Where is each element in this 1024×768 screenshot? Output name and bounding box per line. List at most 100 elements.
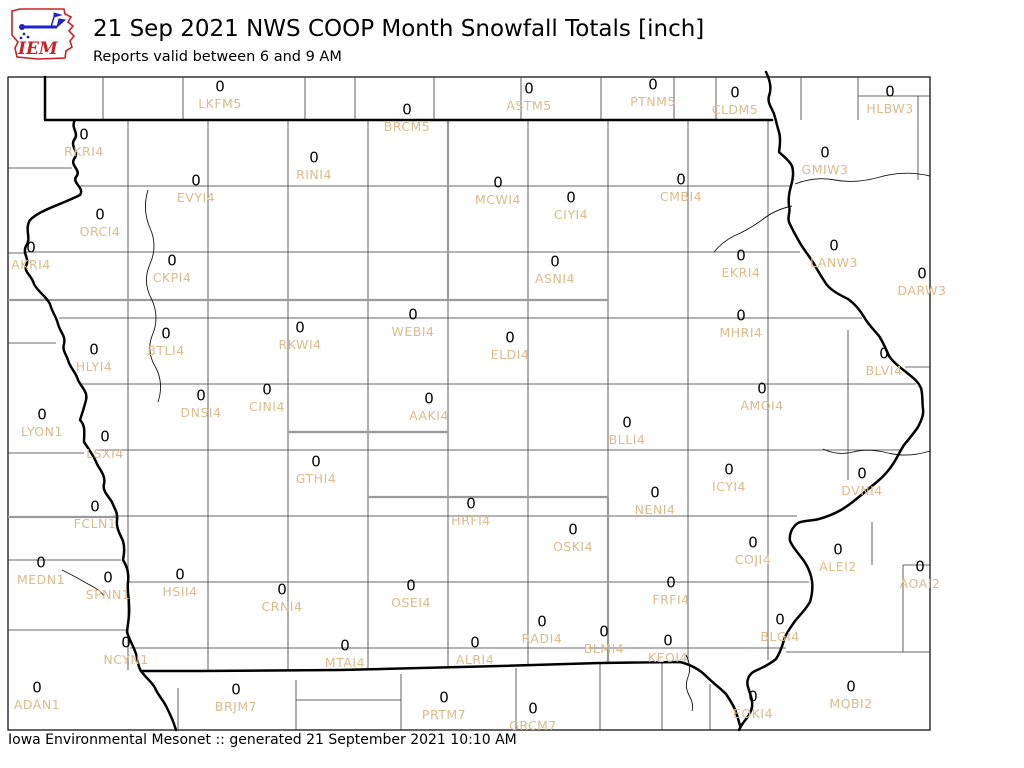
station-value: 0 — [466, 494, 476, 513]
station-value: 0 — [568, 520, 578, 539]
station-value: 0 — [493, 173, 503, 192]
station-label: HLBW3 — [866, 100, 914, 116]
map-frame — [7, 76, 931, 731]
station-value: 0 — [215, 77, 225, 96]
station-value: 0 — [537, 612, 547, 631]
station-value: 0 — [915, 557, 925, 576]
station-value: 0 — [736, 306, 746, 325]
station-value: 0 — [736, 246, 746, 265]
station-label: WEBI4 — [391, 323, 435, 339]
station-label: EKRI4 — [721, 264, 761, 280]
station-value: 0 — [666, 573, 676, 592]
station-label: DNSI4 — [180, 404, 222, 420]
station-label: BLMI4 — [583, 640, 625, 656]
station-value: 0 — [175, 565, 185, 584]
station-label: ORCI4 — [79, 223, 121, 239]
station-label: HLYI4 — [75, 358, 113, 374]
station-value: 0 — [879, 344, 889, 363]
station-value: 0 — [340, 636, 350, 655]
station-value: 0 — [917, 264, 927, 283]
station-value: 0 — [100, 427, 110, 446]
station-label: ICYI4 — [712, 478, 746, 494]
station-label: RADI4 — [521, 630, 563, 646]
station-label: NCYN1 — [103, 651, 149, 667]
station-label: HSII4 — [162, 583, 198, 599]
station-label: AKRI4 — [11, 256, 51, 272]
station-label: LANW3 — [810, 254, 858, 270]
station-value: 0 — [161, 324, 171, 343]
station-label: HRFI4 — [451, 512, 491, 528]
footer-credit: Iowa Environmental Mesonet :: generated … — [8, 732, 517, 748]
station-value: 0 — [231, 680, 241, 699]
station-value: 0 — [730, 83, 740, 102]
mississippi-river-border — [737, 70, 925, 732]
station-label: CLDM5 — [711, 101, 759, 117]
station-value: 0 — [524, 79, 534, 98]
station-value: 0 — [676, 170, 686, 189]
county-lines — [8, 77, 930, 730]
station-label: KEOI4 — [647, 649, 689, 665]
station-value: 0 — [103, 568, 113, 587]
station-label: LKFM5 — [198, 95, 242, 111]
station-value: 0 — [663, 631, 673, 650]
station-label: ALRI4 — [455, 651, 495, 667]
iem-logo-text: IEM — [17, 39, 59, 59]
station-value: 0 — [829, 236, 839, 255]
station-value: 0 — [748, 533, 758, 552]
station-value: 0 — [857, 464, 867, 483]
station-value: 0 — [550, 252, 560, 271]
north-border — [43, 75, 774, 122]
station-label: RKWI4 — [278, 336, 322, 352]
station-value: 0 — [648, 75, 658, 94]
station-value: 0 — [846, 677, 856, 696]
station-label: ADAN1 — [13, 696, 61, 712]
station-label: LYON1 — [21, 423, 63, 439]
station-value: 0 — [820, 143, 830, 162]
station-label: OSEI4 — [391, 594, 431, 610]
station-value: 0 — [505, 328, 515, 347]
station-label: NENI4 — [634, 501, 676, 517]
station-label: CMBI4 — [659, 188, 703, 204]
station-label: AAKI4 — [409, 407, 449, 423]
station-label: RKRI4 — [64, 143, 104, 159]
station-value: 0 — [439, 688, 449, 707]
station-value: 0 — [295, 318, 305, 337]
station-value: 0 — [622, 413, 632, 432]
station-value: 0 — [121, 633, 131, 652]
station-label: MCWI4 — [474, 191, 522, 207]
station-value: 0 — [402, 100, 412, 119]
station-label: MQBI2 — [829, 695, 873, 711]
station-label: CKPI4 — [152, 269, 192, 285]
station-value: 0 — [79, 125, 89, 144]
station-label: ELDI4 — [490, 346, 530, 362]
station-value: 0 — [32, 678, 42, 697]
station-value: 0 — [89, 340, 99, 359]
station-label: DARW3 — [897, 282, 947, 298]
station-value: 0 — [309, 148, 319, 167]
station-label: GRCM7 — [509, 717, 557, 733]
station-value: 0 — [406, 576, 416, 595]
station-label: BLLI4 — [608, 431, 646, 447]
station-value: 0 — [775, 610, 785, 629]
rivers — [61, 172, 931, 712]
station-value: 0 — [408, 305, 418, 324]
station-value: 0 — [36, 553, 46, 572]
station-label: ASTM5 — [506, 97, 552, 113]
station-value: 0 — [566, 188, 576, 207]
station-label: MTAI4 — [324, 654, 366, 670]
station-value: 0 — [277, 580, 287, 599]
station-label: ASNI4 — [535, 270, 575, 286]
station-value: 0 — [424, 389, 434, 408]
station-label: MEDN1 — [16, 571, 66, 587]
station-label: RINI4 — [296, 166, 332, 182]
station-label: BLVI4 — [865, 362, 903, 378]
iem-logo: IEM — [11, 8, 76, 60]
station-value: 0 — [748, 687, 758, 706]
station-label: CINI4 — [249, 398, 285, 414]
station-label: BRJM7 — [214, 698, 258, 714]
station-value: 0 — [196, 386, 206, 405]
station-label: FRFI4 — [652, 591, 690, 607]
iowa-outline-icon — [11, 8, 76, 60]
